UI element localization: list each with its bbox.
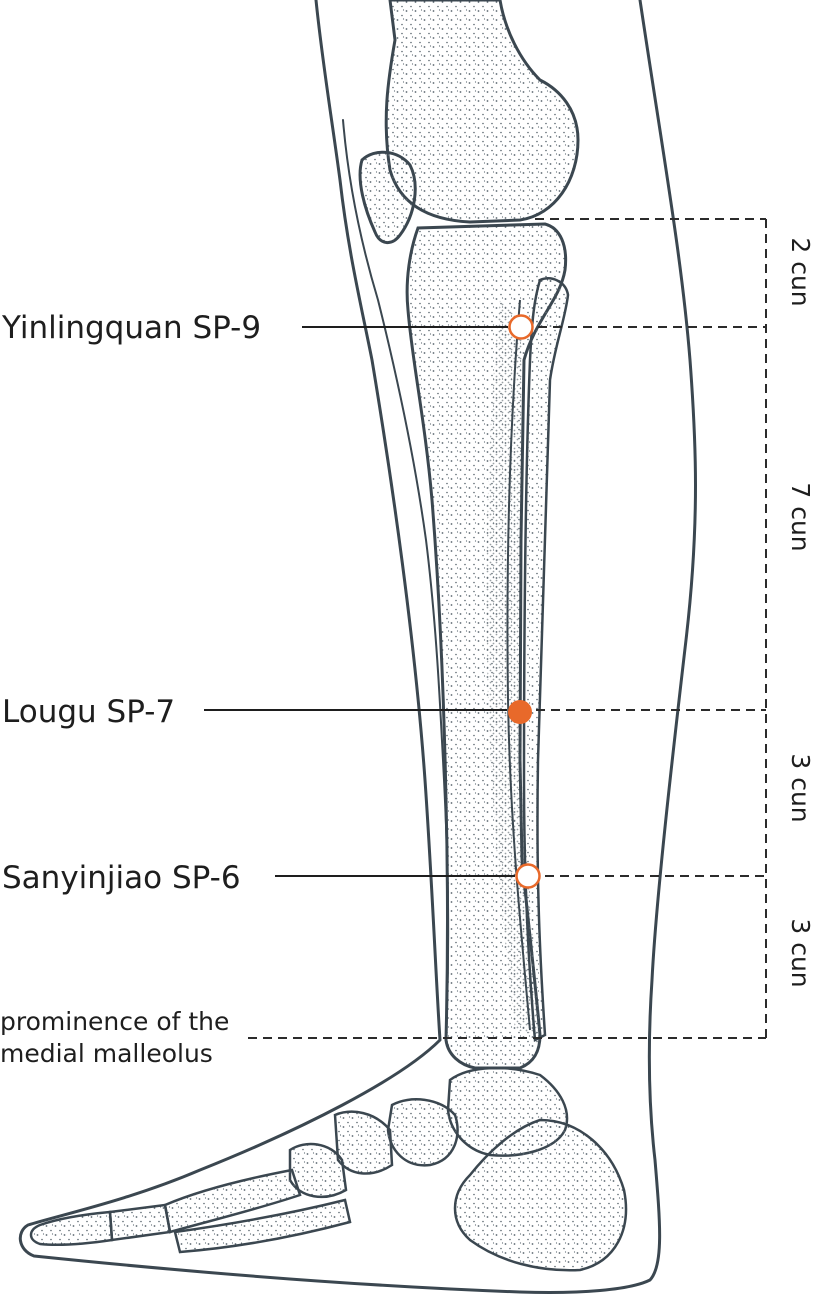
femur	[384, 0, 580, 224]
point-marker-sp7	[508, 700, 532, 724]
tibia	[405, 222, 568, 1070]
measure-label-2cun: 2 cun	[786, 237, 813, 306]
point-label-sp9: Yinlingquan SP-9	[1, 310, 261, 346]
measure-label-3cun-lower: 3 cun	[786, 918, 813, 987]
tibia-shade	[486, 300, 540, 1035]
phalanx-2	[29, 1210, 114, 1247]
cuneiform-a	[333, 1110, 394, 1175]
measure-label-3cun-upper: 3 cun	[786, 753, 813, 822]
leg-outline	[18, 0, 697, 1294]
fibula	[522, 277, 570, 1042]
phalanx-1	[108, 1203, 172, 1242]
calcaneus	[453, 1118, 628, 1272]
landmark-label-line2: medial malleolus	[0, 1039, 213, 1068]
leader-lines	[204, 326, 515, 877]
point-marker-sp9	[508, 314, 534, 340]
point-label-sp7: Lougu SP-7	[2, 694, 175, 730]
point-marker-sp6	[515, 863, 541, 889]
landmark-label-line1: prominence of the	[0, 1007, 229, 1036]
metatarsal-2	[173, 1198, 352, 1254]
patella	[358, 150, 417, 244]
foot-bones	[29, 1066, 628, 1272]
measure-label-7cun: 7 cun	[786, 482, 813, 551]
reference-lines	[248, 218, 767, 1039]
metatarsal-1	[163, 1168, 302, 1234]
navicular	[386, 1098, 459, 1167]
point-label-sp6: Sanyinjiao SP-6	[2, 860, 241, 896]
